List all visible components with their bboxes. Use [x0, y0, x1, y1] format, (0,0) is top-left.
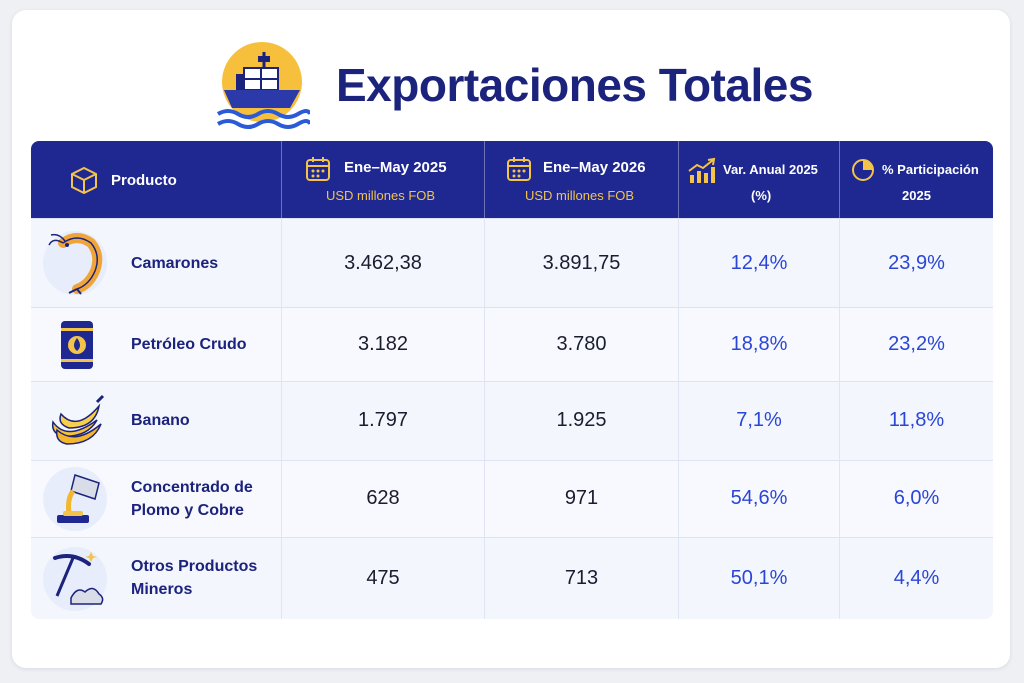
cargo-ship-icon — [216, 42, 310, 129]
header-producto: Producto — [31, 141, 281, 218]
value-2026: 971 — [564, 487, 599, 509]
value-2026: 3.780 — [556, 333, 607, 355]
box-icon — [71, 166, 97, 195]
product-name: Otros Productos — [131, 558, 258, 575]
part-value: 4,4% — [893, 567, 940, 589]
table-header: Producto Ene–May 2025 USD millones FOB — [31, 141, 993, 218]
value-2025: 1.797 — [357, 409, 409, 431]
value-2025-cell: 475 — [281, 538, 484, 619]
calendar-icon — [306, 157, 330, 181]
part-cell: 6,0% — [839, 461, 993, 538]
header-col4-line2: 2025 — [902, 188, 931, 203]
value-2025-cell: 3.182 — [281, 308, 484, 382]
header-participacion: % Participación 2025 — [839, 141, 993, 218]
banana-icon — [51, 394, 105, 445]
title-area: Exportaciones Totales — [0, 28, 1024, 138]
header-col2-sub: USD millones FOB — [525, 188, 635, 203]
part-cell: 4,4% — [839, 538, 993, 619]
product-cell: Otros Productos Mineros — [31, 538, 281, 619]
value-2025: 475 — [366, 567, 400, 589]
pickaxe-icon — [53, 552, 104, 605]
calendar-icon — [507, 157, 531, 181]
value-2025: 3.462,38 — [344, 252, 422, 274]
value-2026: 3.891,75 — [542, 252, 621, 274]
header-col3-line1: Var. Anual 2025 — [723, 162, 818, 177]
table-row: Otros Productos Mineros 475 713 50,1% 4,… — [31, 537, 993, 619]
page-title: Exportaciones Totales — [336, 59, 813, 111]
table-row: Concentrado de Plomo y Cobre 628 971 54,… — [31, 460, 993, 538]
value-2025-cell: 1.797 — [281, 382, 484, 461]
var-cell: 18,8% — [678, 308, 839, 382]
product-cell: Petróleo Crudo — [31, 308, 281, 382]
part-cell: 23,2% — [839, 308, 993, 382]
var-value: 50,1% — [730, 567, 788, 589]
part-cell: 11,8% — [839, 382, 993, 461]
header-ene-may-2025: Ene–May 2025 USD millones FOB — [281, 141, 484, 218]
value-2026: 713 — [564, 567, 599, 589]
var-cell: 50,1% — [678, 538, 839, 619]
header-producto-label: Producto — [111, 172, 177, 189]
pie-chart-icon — [852, 159, 874, 181]
part-value: 23,2% — [888, 333, 945, 355]
value-2026: 1.925 — [556, 409, 607, 431]
shrimp-icon — [48, 233, 103, 295]
value-2025-cell: 3.462,38 — [281, 219, 484, 308]
value-2026-cell: 971 — [484, 461, 678, 538]
product-cell: Concentrado de Plomo y Cobre — [31, 461, 281, 538]
table-row: Petróleo Crudo 3.182 3.780 18,8% 23,2% — [31, 307, 993, 382]
product-name: Banano — [131, 412, 190, 429]
product-name: Petróleo Crudo — [131, 336, 247, 353]
var-value: 12,4% — [730, 252, 788, 274]
var-value: 18,8% — [730, 333, 788, 355]
var-cell: 54,6% — [678, 461, 839, 538]
part-value: 6,0% — [893, 487, 940, 509]
value-2025: 3.182 — [357, 333, 409, 355]
value-2025: 628 — [366, 487, 400, 509]
product-cell: Banano — [31, 382, 281, 461]
header-col1-title: Ene–May 2025 — [344, 159, 447, 176]
product-name-line2: Mineros — [131, 581, 193, 598]
table-row: Banano 1.797 1.925 7,1% 11,8% — [31, 381, 993, 461]
product-name: Concentrado de — [131, 479, 253, 496]
part-value: 11,8% — [888, 409, 945, 431]
product-name: Camarones — [131, 255, 219, 272]
var-cell: 7,1% — [678, 382, 839, 461]
header-var-anual: Var. Anual 2025 (%) — [678, 141, 839, 218]
header-col1-sub: USD millones FOB — [326, 188, 436, 203]
value-2025-cell: 628 — [281, 461, 484, 538]
molten-metal-icon — [57, 474, 100, 523]
header-col4-line1: % Participación — [882, 162, 979, 177]
part-cell: 23,9% — [839, 219, 993, 308]
value-2026-cell: 3.891,75 — [484, 219, 678, 308]
header-col2-title: Ene–May 2026 — [543, 159, 646, 176]
table-row: Camarones 3.462,38 3.891,75 12,4% 23,9% — [31, 218, 993, 308]
product-name-line2: Plomo y Cobre — [131, 502, 244, 519]
part-value: 23,9% — [888, 252, 945, 274]
var-value: 7,1% — [736, 409, 782, 431]
growth-chart-icon — [688, 157, 716, 183]
header-ene-may-2026: Ene–May 2026 USD millones FOB — [484, 141, 678, 218]
product-cell: Camarones — [31, 219, 281, 308]
var-cell: 12,4% — [678, 219, 839, 308]
var-value: 54,6% — [730, 487, 788, 509]
header-col3-line2: (%) — [751, 188, 772, 203]
value-2026-cell: 713 — [484, 538, 678, 619]
value-2026-cell: 1.925 — [484, 382, 678, 461]
value-2026-cell: 3.780 — [484, 308, 678, 382]
oil-barrel-icon — [61, 321, 93, 369]
exports-table: Producto Ene–May 2025 USD millones FOB — [31, 141, 993, 619]
